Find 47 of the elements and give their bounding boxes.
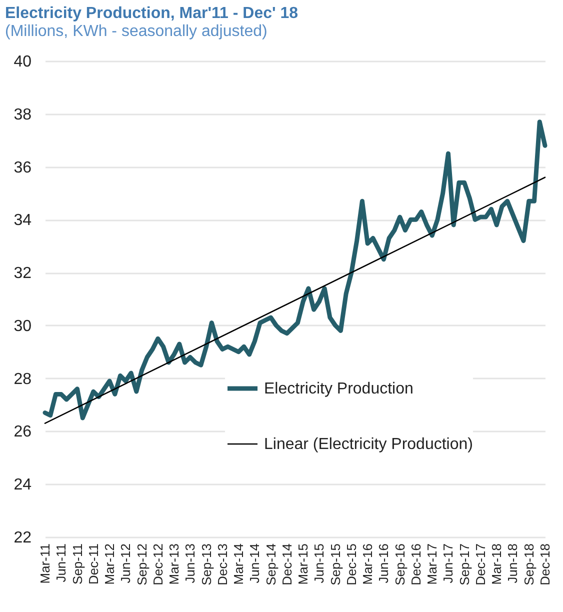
y-tick-label: 32: [14, 265, 32, 282]
x-tick-label: Mar-17: [424, 544, 440, 585]
x-tick-label: Dec-12: [150, 544, 166, 586]
y-tick-label: 22: [14, 530, 32, 546]
x-tick-label: Sep-15: [328, 544, 343, 586]
legend-label: Electricity Production: [264, 380, 414, 398]
x-tick-label: Dec-18: [538, 544, 552, 586]
x-tick-label: Dec-15: [344, 544, 359, 586]
x-tick-label: Dec-11: [86, 544, 101, 584]
chart-subtitle: (Millions, KWh - seasonally adjusted): [5, 23, 268, 40]
x-tick-label: Mar-13: [166, 544, 182, 585]
x-tick-label: Jun-14: [247, 544, 262, 584]
x-tick-label: Sep-13: [198, 544, 214, 586]
x-tick-label: Sep-16: [392, 544, 408, 586]
x-tick-label: Sep-18: [521, 544, 536, 586]
x-tick-label: Mar-14: [231, 544, 246, 585]
line-series: [42, 120, 548, 420]
x-tick-label: Mar-15: [296, 544, 311, 585]
y-tick-label: 36: [14, 159, 32, 176]
legend-label: Linear (Electricity Production): [264, 436, 473, 453]
y-tick-label: 34: [14, 212, 32, 230]
x-tick-label: Jun-12: [118, 544, 134, 584]
chart-title: Electricity Production, Mar'11 - Dec' 18: [5, 5, 298, 22]
x-tick-label: Jun-15: [312, 544, 327, 584]
x-tick-label: Sep-11: [70, 544, 85, 584]
y-tick-label: 24: [14, 476, 32, 494]
x-tick-label: Jun-17: [440, 544, 456, 584]
y-tick-label: 28: [14, 370, 32, 388]
x-tick-label: Sep-14: [263, 544, 278, 586]
x-tick-label: Mar-11: [38, 544, 52, 584]
x-tick-label: Jun-18: [505, 544, 520, 584]
x-tick-label: Mar-16: [360, 544, 376, 585]
x-tick-label: Dec-16: [408, 544, 424, 586]
x-tick-label: Jun-16: [376, 544, 392, 584]
y-tick-label: 26: [14, 424, 32, 441]
x-tick-label: Jun-11: [54, 544, 69, 582]
y-tick-label: 30: [14, 318, 32, 335]
x-tick-label: Dec-14: [279, 544, 294, 586]
x-tick-label: Mar-12: [102, 544, 118, 585]
x-tick-label: Jun-13: [182, 544, 198, 584]
y-tick-label: 38: [14, 106, 32, 124]
x-tick-label: Dec-13: [214, 544, 230, 586]
y-tick-label: 40: [14, 54, 32, 70]
x-tick-label: Sep-12: [134, 544, 150, 586]
x-tick-label: Mar-18: [489, 544, 504, 585]
x-tick-label: Dec-17: [472, 544, 488, 586]
x-tick-label: Sep-17: [456, 544, 472, 586]
